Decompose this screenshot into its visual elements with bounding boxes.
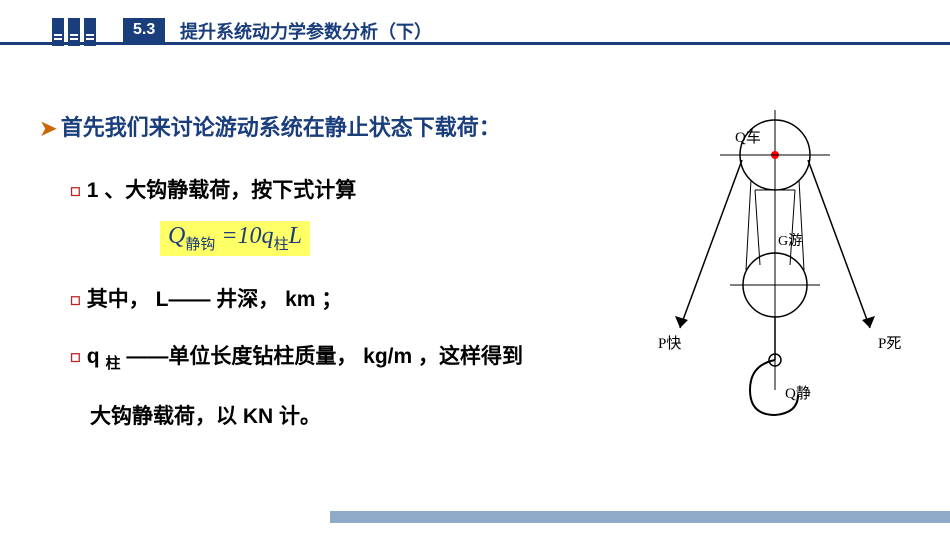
arrow-marker-icon: ➤ — [40, 118, 57, 140]
footer-bar — [330, 511, 950, 523]
label-p-left: P快 — [658, 335, 681, 352]
formula-L: L — [289, 223, 302, 249]
label-q-top: Q车 — [735, 129, 761, 146]
pulley-diagram: Q车 G游 P快 P死 Q静 — [620, 110, 930, 440]
formula-eq: =10q — [215, 223, 273, 249]
item1-text: 1 、大钩静载荷，按下式计算 — [87, 179, 357, 202]
square-marker-icon: ◻ — [70, 349, 81, 364]
formula: Q静钩 =10q柱L — [160, 221, 310, 256]
formula-sub1: 静钩 — [185, 237, 215, 253]
label-q-bottom: Q静 — [785, 385, 811, 402]
intro-line: ➤首先我们来讨论游动系统在静止状态下载荷： — [40, 110, 600, 142]
item-3: ◻ q 柱 ——单位长度钻柱质量， kg/m ，这样得到 — [70, 338, 600, 377]
label-g-mid: G游 — [778, 233, 802, 249]
formula-Q: Q — [168, 223, 185, 249]
item-1: ◻ 1 、大钩静载荷，按下式计算 — [70, 172, 600, 210]
square-marker-icon: ◻ — [70, 292, 81, 307]
item-2: ◻ 其中， L—— 井深， km ； — [70, 281, 600, 319]
section-title: 提升系统动力学参数分析（下） — [180, 18, 432, 44]
intro-text: 首先我们来讨论游动系统在静止状态下载荷： — [61, 115, 501, 140]
item-4: 大钩静载荷，以 KN 计。 — [90, 398, 600, 436]
label-p-right: P死 — [878, 336, 901, 352]
slide-header: 5.3 提升系统动力学参数分析（下） — [0, 0, 950, 50]
item3-prefix: q — [87, 345, 106, 368]
item4-text: 大钩静载荷，以 KN 计。 — [90, 405, 321, 428]
header-underline — [0, 42, 950, 45]
item2-text: 其中， L—— 井深， km ； — [87, 288, 343, 311]
section-number: 5.3 — [123, 18, 165, 42]
item3-sub: 柱 — [105, 356, 120, 373]
slide-content: ➤首先我们来讨论游动系统在静止状态下载荷： ◻ 1 、大钩静载荷，按下式计算 Q静… — [40, 110, 600, 455]
item3-text: ——单位长度钻柱质量， kg/m ，这样得到 — [120, 345, 523, 368]
square-marker-icon: ◻ — [70, 183, 81, 198]
formula-sub2: 柱 — [274, 237, 289, 253]
